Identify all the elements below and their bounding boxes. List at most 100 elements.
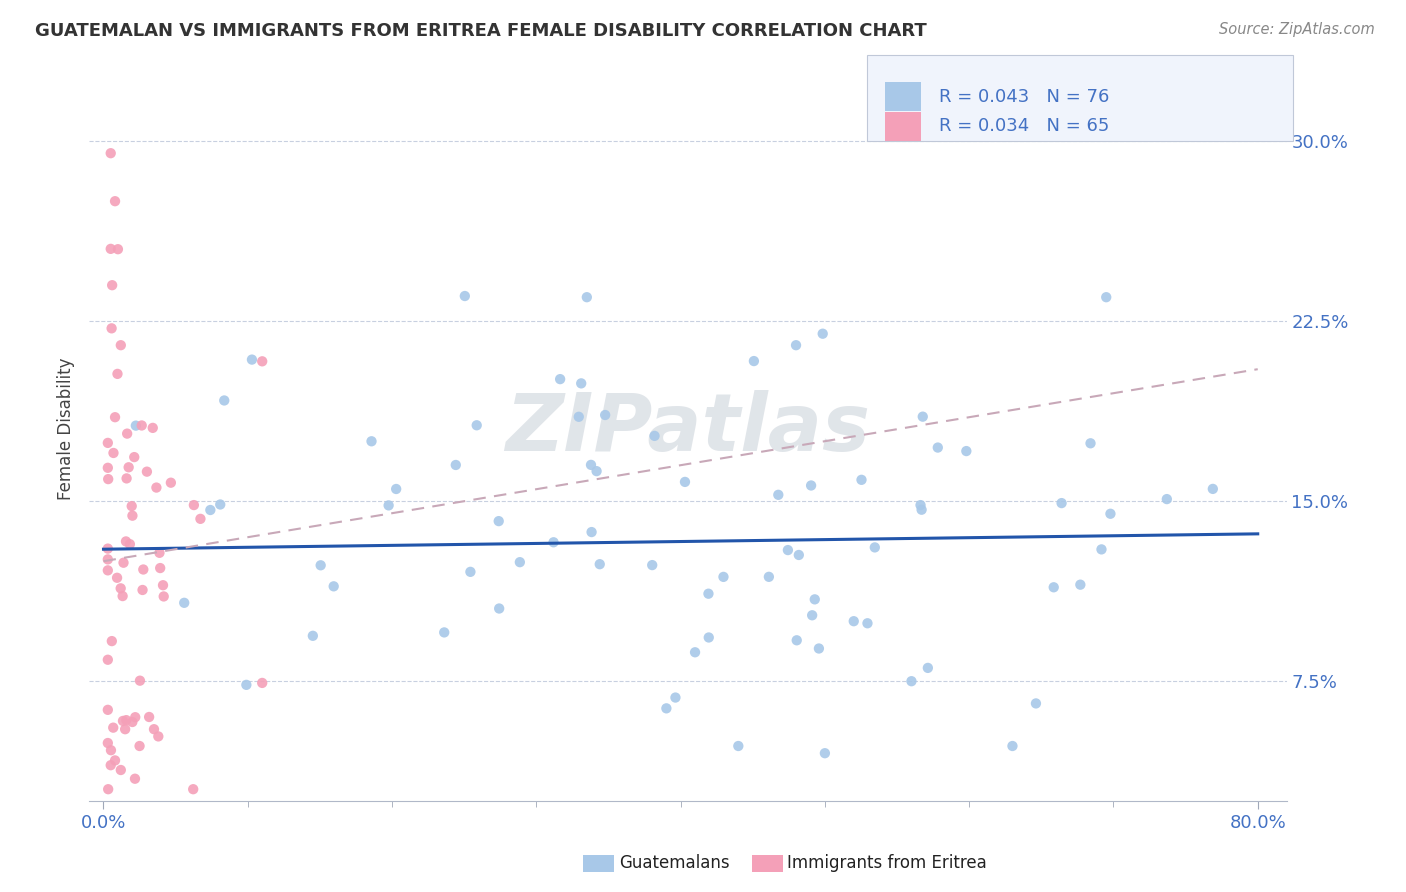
Point [568, 409, 591, 424]
Point [803, 592, 825, 607]
Point [250, 676, 273, 690]
Point [121, 508, 143, 523]
Point [807, 641, 830, 656]
Point [104, 410, 127, 425]
Point [927, 441, 949, 455]
Point [124, 710, 146, 724]
Point [1042, 580, 1064, 594]
Point [385, 482, 408, 496]
Point [97, 782, 120, 797]
Point [118, 537, 141, 551]
Point [1025, 697, 1047, 711]
Point [122, 450, 145, 464]
Point [97, 552, 120, 566]
Point [801, 608, 824, 623]
Point [145, 481, 167, 495]
Point [1050, 496, 1073, 510]
Point [115, 534, 138, 549]
Point [107, 367, 129, 381]
Text: Immigrants from Eritrea: Immigrants from Eritrea [787, 855, 987, 872]
Point [768, 488, 790, 502]
Point [842, 614, 865, 628]
Point [235, 678, 257, 692]
Point [683, 645, 706, 659]
Point [132, 562, 155, 576]
Point [1095, 290, 1118, 304]
Point [100, 146, 122, 161]
Point [183, 498, 205, 512]
Text: R = 0.043   N = 76: R = 0.043 N = 76 [939, 87, 1109, 105]
Text: R = 0.034   N = 65: R = 0.034 N = 65 [939, 118, 1109, 136]
Point [641, 558, 664, 573]
Point [910, 498, 932, 512]
Point [509, 555, 531, 569]
Point [173, 596, 195, 610]
Point [110, 763, 132, 777]
Point [124, 772, 146, 786]
Point [97, 563, 120, 577]
Point [917, 661, 939, 675]
Point [250, 354, 273, 368]
Point [100, 321, 122, 335]
Point [589, 558, 612, 572]
Point [115, 426, 138, 441]
Point [105, 571, 128, 585]
Point [1080, 436, 1102, 450]
Point [103, 721, 125, 735]
Point [107, 242, 129, 256]
Point [758, 570, 780, 584]
Point [114, 722, 136, 736]
Point [302, 629, 325, 643]
Point [97, 436, 120, 450]
Point [111, 714, 134, 728]
Point [128, 739, 150, 753]
Point [121, 714, 143, 729]
Point [160, 475, 183, 490]
Point [644, 429, 666, 443]
Text: GUATEMALAN VS IMMIGRANTS FROM ERITREA FEMALE DISABILITY CORRELATION CHART: GUATEMALAN VS IMMIGRANTS FROM ERITREA FE… [35, 22, 927, 40]
Point [569, 376, 592, 391]
Point [104, 194, 127, 209]
Point [863, 541, 886, 555]
Point [911, 409, 934, 424]
Point [112, 556, 135, 570]
Point [787, 548, 810, 562]
Point [1069, 577, 1091, 591]
Point [149, 561, 172, 575]
Point [148, 546, 170, 560]
Point [900, 674, 922, 689]
Point [110, 582, 132, 596]
Point [1099, 507, 1122, 521]
Point [135, 465, 157, 479]
Point [800, 478, 823, 492]
Point [579, 458, 602, 472]
Point [200, 503, 222, 517]
Point [209, 498, 232, 512]
Point [97, 736, 120, 750]
Point [673, 475, 696, 489]
Point [465, 418, 488, 433]
Point [97, 472, 120, 486]
Point [103, 446, 125, 460]
Point [1001, 739, 1024, 753]
Point [97, 703, 120, 717]
Point [814, 746, 837, 760]
Point [585, 464, 607, 478]
Point [142, 421, 165, 435]
Point [664, 690, 686, 705]
Point [322, 579, 344, 593]
Point [655, 701, 678, 715]
Point [100, 743, 122, 757]
Point [1202, 482, 1225, 496]
Point [433, 625, 456, 640]
Point [131, 582, 153, 597]
Point [190, 512, 212, 526]
Point [785, 338, 807, 352]
FancyBboxPatch shape [868, 55, 1292, 141]
Point [955, 444, 977, 458]
Point [1156, 492, 1178, 507]
Point [1090, 542, 1112, 557]
Point [444, 458, 467, 472]
Point [697, 631, 720, 645]
Point [240, 352, 263, 367]
